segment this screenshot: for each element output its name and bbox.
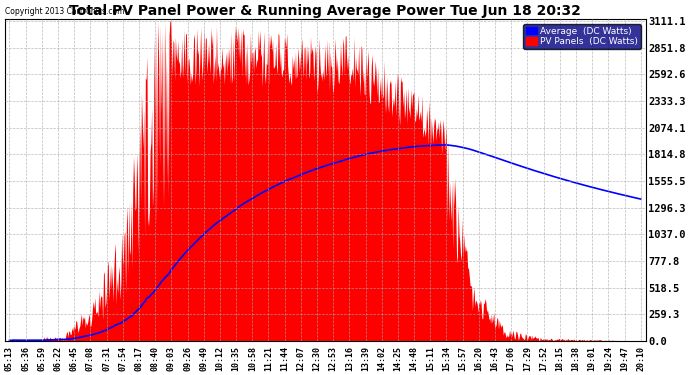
Legend: Average  (DC Watts), PV Panels  (DC Watts): Average (DC Watts), PV Panels (DC Watts) — [523, 24, 641, 49]
Text: Copyright 2013 Cartronics.com: Copyright 2013 Cartronics.com — [6, 7, 125, 16]
Title: Total PV Panel Power & Running Average Power Tue Jun 18 20:32: Total PV Panel Power & Running Average P… — [69, 4, 581, 18]
